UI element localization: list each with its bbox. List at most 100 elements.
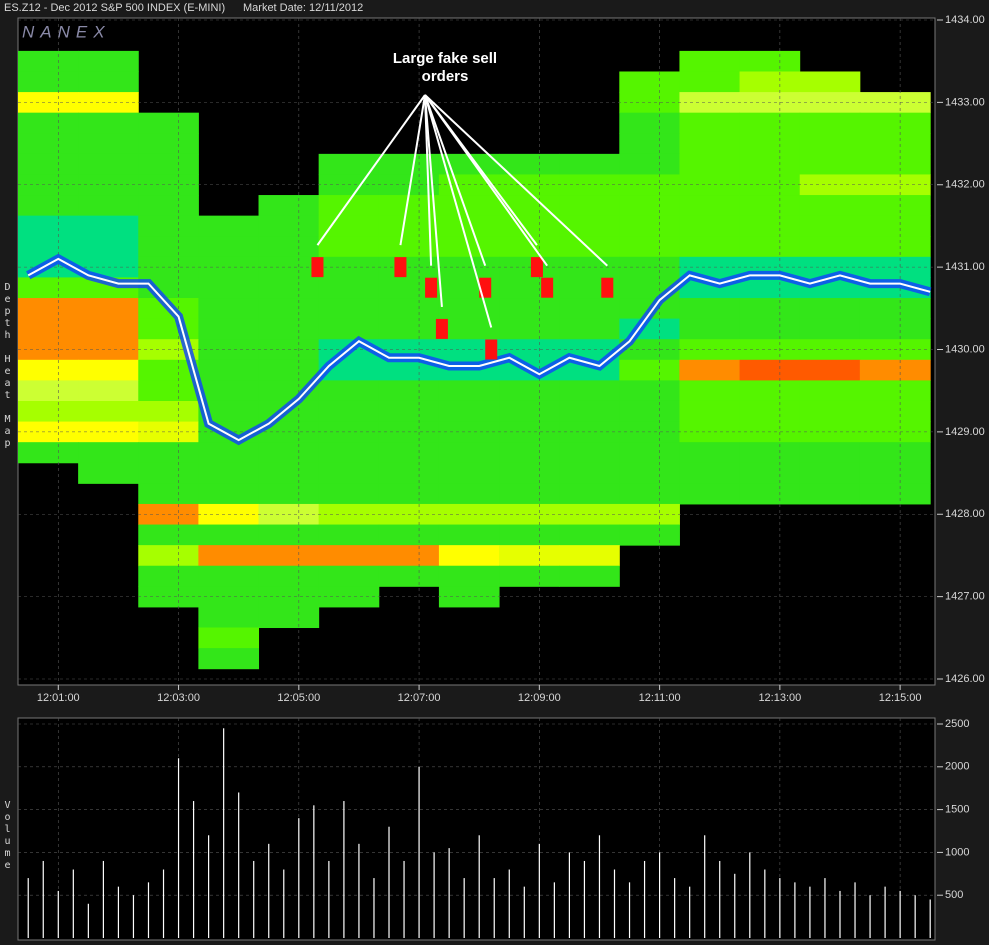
heatmap-cell bbox=[499, 483, 560, 505]
heatmap-cell bbox=[78, 442, 139, 464]
y-tick-label: 1428.00 bbox=[945, 508, 985, 520]
heatmap-cell bbox=[679, 298, 741, 320]
heatmap-cell bbox=[739, 318, 801, 340]
heatmap-cell bbox=[18, 400, 79, 423]
heatmap-cell bbox=[198, 442, 260, 464]
heatmap-cell bbox=[619, 236, 680, 258]
volume-bar bbox=[418, 766, 420, 938]
heatmap-cell bbox=[78, 298, 139, 320]
heatmap-cell bbox=[138, 153, 199, 175]
volume-bar bbox=[613, 869, 616, 938]
y-tick-label: 500 bbox=[945, 889, 963, 901]
heatmap-cell bbox=[619, 112, 680, 134]
heatmap-cell bbox=[18, 318, 79, 340]
heatmap-cell bbox=[679, 215, 741, 237]
large-order bbox=[425, 277, 438, 298]
volume-bar bbox=[869, 895, 871, 938]
heatmap-cell bbox=[739, 153, 801, 175]
heatmap-cell bbox=[78, 318, 139, 340]
volume-bar bbox=[764, 869, 766, 938]
heatmap-cell bbox=[559, 545, 620, 567]
heatmap-cell bbox=[258, 483, 320, 505]
x-tick-label: 12:01:00 bbox=[37, 692, 80, 704]
heatmap-cell bbox=[198, 565, 260, 587]
y-tick-label: 2000 bbox=[945, 761, 969, 773]
heatmap-cell bbox=[318, 400, 380, 423]
heatmap-cell bbox=[378, 236, 440, 258]
annotation-pointer bbox=[424, 94, 608, 267]
heatmap-cell bbox=[318, 195, 380, 217]
heatmap-cell bbox=[378, 318, 440, 340]
heatmap-cell bbox=[198, 606, 260, 629]
heatmap-cell bbox=[679, 380, 741, 402]
heatmap-cell bbox=[318, 277, 380, 299]
heatmap-cell bbox=[619, 524, 680, 546]
annotation-pointer bbox=[424, 94, 443, 307]
heatmap-cell bbox=[559, 236, 620, 258]
heatmap-cell bbox=[378, 400, 440, 423]
heatmap-cell bbox=[559, 462, 620, 484]
heatmap-cell bbox=[559, 215, 620, 237]
heatmap-cell bbox=[18, 380, 79, 402]
volume-bar bbox=[493, 878, 495, 938]
volume-bar bbox=[403, 860, 405, 938]
heatmap-cell bbox=[318, 565, 380, 587]
heatmap-cell bbox=[438, 524, 500, 546]
volume-bar bbox=[884, 886, 886, 938]
volume-bar bbox=[433, 852, 435, 938]
heatmap-cell bbox=[378, 524, 440, 546]
volume-bar bbox=[538, 843, 540, 938]
volume-bar bbox=[553, 882, 555, 938]
volume-bar bbox=[899, 890, 901, 938]
heatmap-cell bbox=[138, 524, 199, 546]
heatmap-cell bbox=[499, 524, 560, 546]
volume-bar bbox=[313, 805, 315, 938]
heatmap-cell bbox=[18, 215, 79, 237]
heatmap-cell bbox=[18, 71, 79, 93]
heatmap-cell bbox=[499, 236, 560, 258]
heatmap-cell bbox=[258, 545, 320, 567]
heatmap-cell bbox=[559, 400, 620, 423]
heatmap-cell bbox=[78, 195, 139, 217]
heatmap-cell bbox=[619, 442, 680, 464]
heatmap-cell bbox=[679, 400, 741, 423]
x-tick-label: 12:13:00 bbox=[758, 692, 801, 704]
volume-bar bbox=[87, 903, 89, 938]
volume-bar bbox=[929, 899, 931, 938]
annotation-pointer bbox=[424, 94, 548, 267]
heatmap-cell bbox=[859, 483, 931, 505]
volume-bar bbox=[328, 860, 330, 938]
heatmap-cell bbox=[138, 133, 199, 155]
heatmap-cell bbox=[78, 380, 139, 402]
heatmap-cell bbox=[679, 112, 741, 134]
heatmap-cell bbox=[78, 71, 139, 93]
heatmap-cell bbox=[499, 442, 560, 464]
heatmap-cell bbox=[619, 195, 680, 217]
annotation-pointer bbox=[424, 94, 493, 328]
heatmap-cell bbox=[378, 565, 440, 587]
annotation-pointer bbox=[424, 94, 487, 267]
large-order bbox=[435, 318, 448, 339]
y-tick-label: 1427.00 bbox=[945, 591, 985, 603]
heatmap-cell bbox=[559, 153, 620, 175]
heatmap-cell bbox=[318, 153, 380, 175]
heatmap-cell bbox=[559, 483, 620, 505]
heatmap-cell bbox=[198, 359, 260, 381]
heatmap-cell bbox=[559, 442, 620, 464]
heatmap-cell bbox=[198, 545, 260, 567]
heatmap-cell bbox=[78, 153, 139, 175]
large-order bbox=[541, 277, 554, 298]
heatmap-cell bbox=[138, 565, 199, 587]
volume-bar bbox=[388, 826, 390, 938]
y-tick-label: 1433.00 bbox=[945, 96, 985, 108]
heatmap-cell bbox=[138, 215, 199, 237]
volume-bar bbox=[117, 886, 120, 938]
heatmap-cell bbox=[258, 215, 320, 237]
volume-bar bbox=[734, 873, 736, 938]
heatmap-cell bbox=[258, 318, 320, 340]
heatmap-cell bbox=[739, 483, 801, 505]
x-tick-label: 12:07:00 bbox=[398, 692, 441, 704]
heatmap-cell bbox=[739, 50, 801, 72]
